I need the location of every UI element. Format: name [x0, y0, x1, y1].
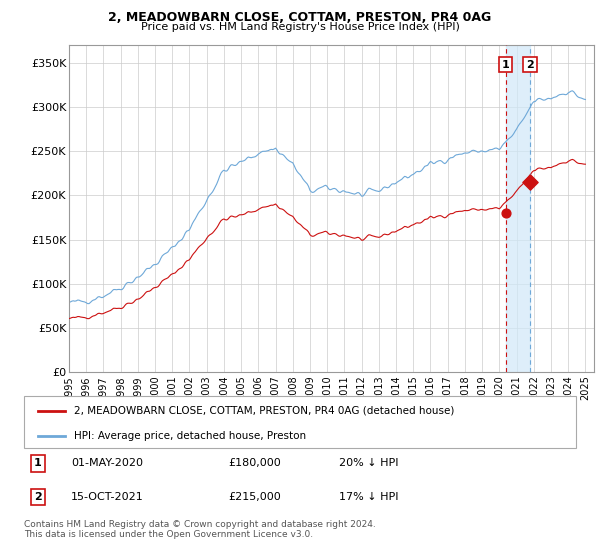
- Text: 2: 2: [34, 492, 41, 502]
- Bar: [506, 45, 530, 372]
- Text: £180,000: £180,000: [228, 459, 281, 469]
- Text: 1: 1: [502, 59, 509, 69]
- Text: £215,000: £215,000: [228, 492, 281, 502]
- Text: 15-OCT-2021: 15-OCT-2021: [71, 492, 143, 502]
- Text: 20% ↓ HPI: 20% ↓ HPI: [338, 459, 398, 469]
- Text: 2: 2: [526, 59, 534, 69]
- FancyBboxPatch shape: [24, 396, 576, 448]
- Point: [526, 178, 535, 186]
- Text: 1: 1: [34, 459, 41, 469]
- Text: Contains HM Land Registry data © Crown copyright and database right 2024.
This d: Contains HM Land Registry data © Crown c…: [24, 520, 376, 539]
- Text: 2, MEADOWBARN CLOSE, COTTAM, PRESTON, PR4 0AG: 2, MEADOWBARN CLOSE, COTTAM, PRESTON, PR…: [109, 11, 491, 24]
- Point: [501, 208, 511, 217]
- Text: Price paid vs. HM Land Registry's House Price Index (HPI): Price paid vs. HM Land Registry's House …: [140, 22, 460, 32]
- Text: 01-MAY-2020: 01-MAY-2020: [71, 459, 143, 469]
- Text: 17% ↓ HPI: 17% ↓ HPI: [338, 492, 398, 502]
- Text: HPI: Average price, detached house, Preston: HPI: Average price, detached house, Pres…: [74, 431, 306, 441]
- Text: 2, MEADOWBARN CLOSE, COTTAM, PRESTON, PR4 0AG (detached house): 2, MEADOWBARN CLOSE, COTTAM, PRESTON, PR…: [74, 406, 454, 416]
